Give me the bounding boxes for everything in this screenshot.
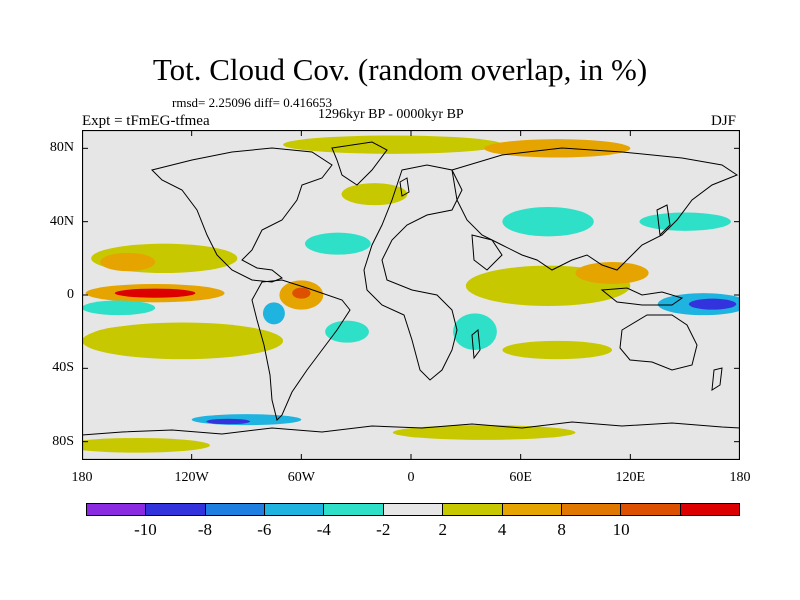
colorbar-cell xyxy=(205,504,266,515)
antarctica-coast xyxy=(82,421,740,436)
anomaly-amazon-core xyxy=(292,287,311,299)
lon-tick-label: 60E xyxy=(509,470,532,485)
arabia-coast xyxy=(471,234,503,271)
lon-tick-label: 0 xyxy=(407,470,415,485)
anomaly-south-pacific-outer xyxy=(82,322,284,360)
map-panel xyxy=(82,130,740,460)
anomaly-layer xyxy=(82,135,740,453)
europe-africa-coast xyxy=(363,164,463,381)
colorbar-cell xyxy=(502,504,562,515)
period-label: 1296kyr BP - 0000kyr BP xyxy=(318,107,464,122)
asia-coast xyxy=(451,147,739,271)
anomaly-central-asia-negative xyxy=(502,207,594,237)
anomaly-southern-ocean-core xyxy=(206,418,251,425)
lat-tick-label: 80N xyxy=(49,140,74,156)
lat-tick-label: 40S xyxy=(52,360,74,376)
lat-tick-label: 40N xyxy=(49,213,74,229)
lat-tick-label: 0 xyxy=(67,287,74,302)
colorbar-cell xyxy=(265,504,325,515)
anomaly-south-africa-negative xyxy=(453,313,497,350)
japan-coast xyxy=(656,204,671,237)
anomaly-north-pacific-core xyxy=(100,252,156,272)
indonesia-coast xyxy=(600,287,684,306)
colorbar-cell xyxy=(383,504,444,515)
chart-title: Tot. Cloud Cov. (random overlap, in %) xyxy=(152,52,648,87)
anomaly-north-pacific-east-negative xyxy=(639,212,731,231)
lon-tick-label: 180 xyxy=(71,470,93,485)
south-america-coast xyxy=(251,279,351,421)
anomaly-east-pacific-negative xyxy=(82,300,156,316)
colorbar-cell xyxy=(621,504,681,515)
colorbar-cell xyxy=(680,504,739,515)
colorbar-cell xyxy=(146,504,206,515)
colorbar-cell xyxy=(87,504,147,515)
experiment-label: Expt = tFmEG-tfmea xyxy=(82,113,210,129)
madagascar-coast xyxy=(471,329,481,360)
colorbar xyxy=(86,503,740,516)
colorbar-label: 10 xyxy=(612,520,630,539)
anomaly-atlantic-north-negative xyxy=(304,232,371,255)
anomaly-south-america-negative xyxy=(262,302,285,325)
lon-tick-label: 120W xyxy=(174,470,209,485)
tick-marks xyxy=(82,130,740,460)
anomaly-north-atlantic-positive xyxy=(341,183,408,206)
anomaly-antarctic-positive xyxy=(82,438,210,453)
anomaly-southern-ocean-positive xyxy=(392,425,576,440)
colorbar-cell xyxy=(324,504,384,515)
lat-tick-label: 80S xyxy=(52,433,74,449)
anomaly-south-atlantic-negative xyxy=(325,320,369,343)
anomaly-west-pacific-core xyxy=(688,298,737,310)
anomaly-arctic-positive xyxy=(283,135,503,154)
anomaly-south-indian-positive xyxy=(502,340,613,360)
colorbar-label: -6 xyxy=(257,520,272,539)
colorbar-label: -10 xyxy=(134,520,157,539)
stats-label: rmsd= 2.25096 diff= 0.416653 xyxy=(172,95,332,110)
new-zealand-coast xyxy=(711,367,723,391)
uk-coast xyxy=(399,177,410,197)
colorbar-label: -2 xyxy=(376,520,391,539)
colorbar-label: -8 xyxy=(197,520,212,539)
colorbar-label: -4 xyxy=(316,520,331,539)
anomaly-southern-ocean-negative xyxy=(191,414,302,426)
greenland-coast xyxy=(331,141,388,186)
season-label: DJF xyxy=(711,113,737,129)
lon-tick-label: 180 xyxy=(729,470,751,485)
colorbar-label: 8 xyxy=(557,520,566,539)
colorbar-cell xyxy=(561,504,622,515)
lon-tick-label: 120E xyxy=(615,470,646,485)
lon-tick-label: 60W xyxy=(287,470,315,485)
colorbar-cell xyxy=(443,504,503,515)
north-america-coast xyxy=(151,147,333,283)
coastline-layer xyxy=(82,141,740,436)
anomaly-tropical-east-pacific-core xyxy=(114,288,196,298)
australia-coast xyxy=(619,314,698,371)
colorbar-label: 2 xyxy=(438,520,447,539)
anomaly-maritime-continent-positive xyxy=(575,262,649,284)
colorbar-label: 4 xyxy=(497,520,507,539)
